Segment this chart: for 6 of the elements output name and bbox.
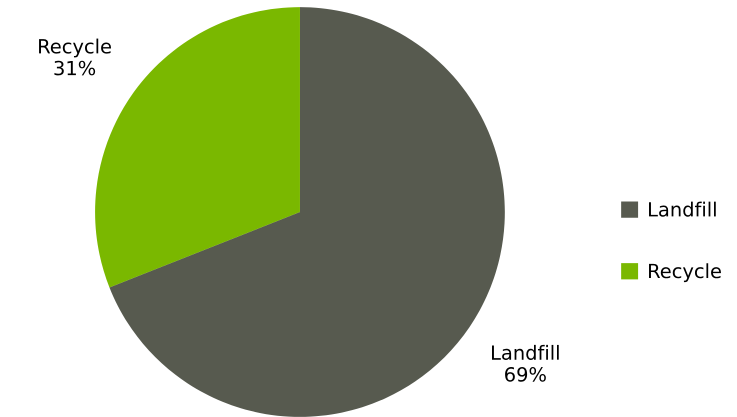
legend-label: Landfill [649, 202, 716, 217]
slice-label: Landfill [492, 344, 559, 360]
legend-label: Recycle [649, 263, 721, 282]
data-label: 31% [54, 60, 96, 76]
data-label: 69% [505, 367, 546, 382]
slice-label: Recycle [39, 38, 111, 58]
